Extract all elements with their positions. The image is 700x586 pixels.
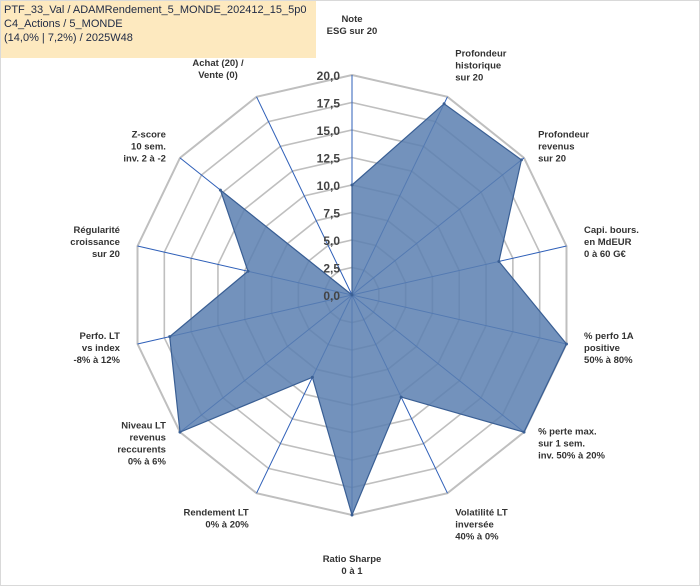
series-point <box>522 430 526 434</box>
axis-label: revenus <box>538 142 574 153</box>
axis-label: sur 20 <box>455 73 483 84</box>
axis-label: Z-score <box>132 130 166 141</box>
axis-label: Volatilité LT <box>455 507 508 518</box>
axis-label: Niveau LT <box>121 420 166 431</box>
axis-label: Rendement LT <box>183 507 248 518</box>
axis-label: revenus <box>129 432 165 443</box>
series-point <box>178 430 182 434</box>
axis-label: inv. 2 à -2 <box>123 154 166 165</box>
axis-label: croissance <box>70 237 120 248</box>
tick-label: 2,5 <box>323 262 340 276</box>
series-point <box>218 188 222 192</box>
axis-label: Vente (0) <box>198 70 238 81</box>
chart-title: PTF_33_Val / ADAMRendement_5_MONDE_20241… <box>1 1 316 58</box>
axis-label: sur 1 sem. <box>538 438 585 449</box>
axis-label: Profondeur <box>455 49 506 60</box>
axis-label: % perte max. <box>538 426 597 437</box>
axis-label: reccurents <box>117 444 166 455</box>
series-point <box>497 259 501 263</box>
radar-series <box>168 102 568 517</box>
axis-label: 0% à 20% <box>205 519 249 530</box>
axis-label: 50% à 80% <box>584 355 633 366</box>
series-point <box>399 395 403 399</box>
axis-spoke <box>256 96 353 296</box>
axis-label: Achat (20) / <box>192 58 244 69</box>
axis-label: Profondeur <box>538 130 589 141</box>
tick-label: 10,0 <box>317 179 341 193</box>
axis-label: en MdEUR <box>584 237 632 248</box>
tick-label: 7,5 <box>323 207 340 221</box>
axis-label: Perfo. LT <box>79 331 120 342</box>
series-point <box>519 158 523 162</box>
series-point <box>310 375 314 379</box>
axis-label: 10 sem. <box>131 142 166 153</box>
tick-label: 15,0 <box>317 124 341 138</box>
series-point <box>168 335 172 339</box>
axis-label: inv. 50% à 20% <box>538 450 605 461</box>
axis-label: Régularité <box>73 225 119 236</box>
axis-label: vs index <box>82 343 121 354</box>
chart-title-line-2: C4_Actions / 5_MONDE <box>4 18 123 30</box>
tick-label: 12,5 <box>317 152 341 166</box>
tick-label: 20,0 <box>317 69 341 83</box>
radar-tick-labels: 0,0 2,5 5,0 7,5 10,0 12,5 15,0 17,5 20,0 <box>317 69 341 303</box>
axis-label: 0 à 1 <box>341 566 363 577</box>
axis-label: 0% à 6% <box>128 456 167 467</box>
axis-label: ESG sur 20 <box>327 26 378 37</box>
axis-label: % perfo 1A <box>584 331 634 342</box>
axis-label: -8% à 12% <box>73 355 120 366</box>
tick-label: 5,0 <box>323 234 340 248</box>
series-point <box>350 513 354 517</box>
series-point <box>350 293 354 297</box>
tick-label: 17,5 <box>317 97 341 111</box>
series-point <box>564 342 568 346</box>
axis-label: 0 à 60 G€ <box>584 249 626 260</box>
axis-label: Ratio Sharpe <box>323 554 382 565</box>
series-point <box>442 102 446 106</box>
tick-label: 0,0 <box>323 289 340 303</box>
axis-label: sur 20 <box>92 249 120 260</box>
chart-title-line-1: PTF_33_Val / ADAMRendement_5_MONDE_20241… <box>4 4 307 16</box>
axis-label: Note <box>341 14 362 25</box>
series-point <box>350 183 354 187</box>
axis-label: positive <box>584 343 620 354</box>
axis-label: inversée <box>455 519 494 530</box>
axis-label: historique <box>455 61 501 72</box>
chart-title-line-3: (14,0% | 7,2%) / 2025W48 <box>4 32 133 44</box>
axis-label: sur 20 <box>538 154 566 165</box>
series-area <box>169 102 568 517</box>
axis-label: Capi. bours. <box>584 225 639 236</box>
axis-label: 40% à 0% <box>455 531 499 542</box>
series-point <box>246 269 250 273</box>
